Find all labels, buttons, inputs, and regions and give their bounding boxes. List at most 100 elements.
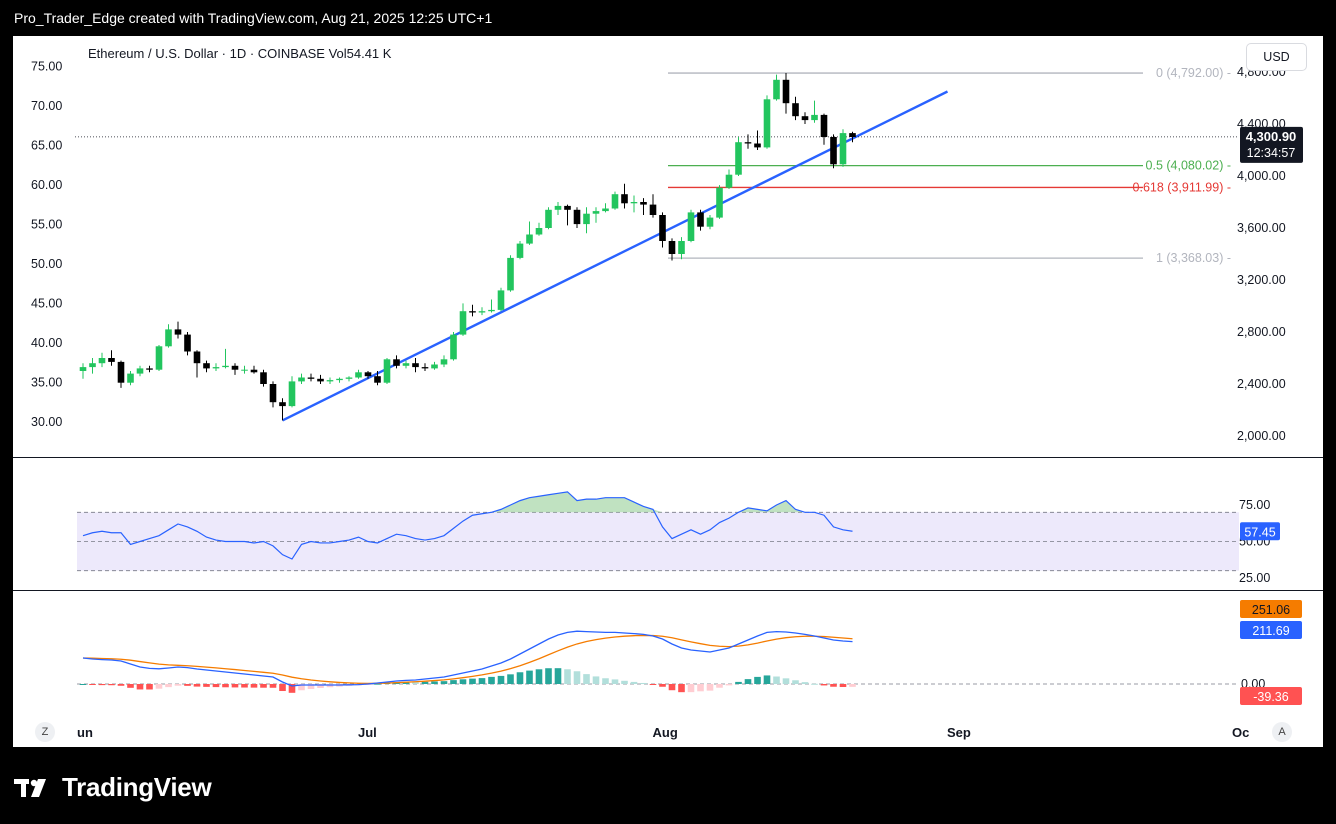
macd-histogram-bar <box>440 681 448 684</box>
macd-histogram-bar <box>621 680 628 684</box>
candle-body <box>89 363 96 368</box>
chart-frame[interactable]: 30.00 35.00 40.00 45.00 50.00 55.00 60.00 65.00… <box>13 36 1323 747</box>
left-axis-tick: 30.00 <box>31 415 62 429</box>
macd-histogram-bar <box>146 684 153 690</box>
time-axis-tick: Aug <box>653 725 678 740</box>
macd-histogram-bar <box>307 684 315 689</box>
candle-body <box>174 329 182 335</box>
candle-body <box>849 133 856 137</box>
price-axis-tick: 3,600.00 <box>1237 221 1286 235</box>
macd-histogram-bar <box>488 676 495 684</box>
macd-histogram-bar <box>697 684 704 692</box>
rsi-axis-tick: 25.00 <box>1239 571 1270 585</box>
macd-histogram-bar <box>241 684 248 688</box>
macd-histogram-bar <box>260 684 267 688</box>
time-axis-tick: Oc <box>1232 725 1249 740</box>
last-price-value: 4,300.90 <box>1246 129 1297 144</box>
last-price-badge <box>1240 126 1303 163</box>
candle-body <box>811 114 818 121</box>
left-axis-tick: 65.00 <box>31 139 62 153</box>
macd-histogram-bar <box>640 682 647 684</box>
macd-histogram-bar <box>193 684 201 687</box>
price-axis-tick: 3,200.00 <box>1237 273 1286 287</box>
left-axis-tick: 40.00 <box>31 336 62 350</box>
macd-histogram-bar <box>592 676 600 684</box>
candle-body <box>602 208 609 212</box>
macd-histogram-bar <box>298 684 305 691</box>
candle-body <box>364 372 372 377</box>
candle-body <box>782 79 790 104</box>
macd-line <box>82 630 853 687</box>
macd-histogram-bar <box>516 672 524 684</box>
macd-histogram-bar <box>89 684 96 685</box>
candle-body <box>469 311 476 313</box>
candle-body <box>355 372 362 378</box>
macd-histogram-bar <box>535 669 543 684</box>
candle-body <box>687 212 695 241</box>
left-axis-tick: 50.00 <box>31 257 62 271</box>
macd-histogram-bar <box>421 681 429 684</box>
candle-body <box>412 363 419 368</box>
candle-body <box>393 359 400 366</box>
macd-histogram-bar <box>545 668 552 684</box>
macd-histogram-bar <box>317 684 324 688</box>
macd-histogram-bar <box>649 684 657 685</box>
macd-histogram-bar <box>108 684 115 686</box>
candle-body <box>317 378 324 382</box>
candle-body <box>763 99 771 148</box>
macd-histogram-bar <box>668 684 676 691</box>
macd-histogram-bar <box>830 684 837 687</box>
price-axis-tick: 2,400.00 <box>1237 377 1286 391</box>
candle-body <box>668 241 676 254</box>
candle-body <box>108 358 115 362</box>
candle-body <box>716 187 723 218</box>
left-axis-tick: 70.00 <box>31 99 62 113</box>
candle-body <box>839 133 847 165</box>
last-price-countdown: 12:34:57 <box>1247 146 1296 160</box>
candle-body <box>801 116 809 121</box>
candle-body <box>773 79 780 100</box>
candle-body <box>564 205 571 210</box>
auto-scale-button[interactable]: A <box>1272 722 1292 742</box>
candle-body <box>725 174 733 188</box>
rsi-value-label: 57.45 <box>1244 525 1275 539</box>
symbol-title: Ethereum / U.S. Dollar · 1D · COINBASE V… <box>88 46 392 61</box>
price-axis-tick: 2,000.00 <box>1237 429 1286 443</box>
macd-histogram-bar <box>469 678 476 684</box>
macd-histogram-bar <box>526 670 533 684</box>
tradingview-footer: TradingView <box>14 772 212 803</box>
candle-body <box>611 194 619 209</box>
rsi-line <box>82 491 853 560</box>
chart-canvas[interactable]: 30.00 35.00 40.00 45.00 50.00 55.00 60.00 65.00… <box>13 36 1323 747</box>
macd-signal-value: 251.06 <box>1252 603 1290 617</box>
macd-histogram-bar <box>659 684 666 687</box>
macd-histogram-bar <box>269 684 277 688</box>
candle-body <box>374 376 381 383</box>
candle-body <box>98 358 106 364</box>
time-axis-tick: Sep <box>947 725 971 740</box>
candle-body <box>222 365 229 368</box>
macd-histogram-bar <box>554 668 562 684</box>
macd-histogram-bar <box>459 679 467 684</box>
candle-body <box>573 209 581 225</box>
macd-histogram-bar <box>583 674 590 684</box>
macd-histogram-bar <box>155 684 163 689</box>
fib-level-label: 0.618 (3,911.99) - <box>1133 180 1231 194</box>
candle-body <box>241 369 248 371</box>
candle-body <box>630 202 638 204</box>
candle-body <box>288 381 296 407</box>
candle-body <box>507 257 514 291</box>
zoom-button[interactable]: Z <box>35 722 55 742</box>
macd-histogram-bar <box>687 684 695 693</box>
candle-body <box>136 368 144 374</box>
macd-histogram-bar <box>98 684 106 686</box>
currency-button[interactable]: USD <box>1246 43 1307 71</box>
candle-body <box>526 234 533 244</box>
macd-histogram-bar <box>725 684 733 686</box>
macd-histogram-bar <box>184 684 191 686</box>
candle-body <box>383 359 391 383</box>
left-axis-tick: 35.00 <box>31 376 62 390</box>
candle-body <box>744 142 752 144</box>
macd-histogram-bar <box>820 684 828 686</box>
rsi-value-badge <box>1240 522 1280 541</box>
